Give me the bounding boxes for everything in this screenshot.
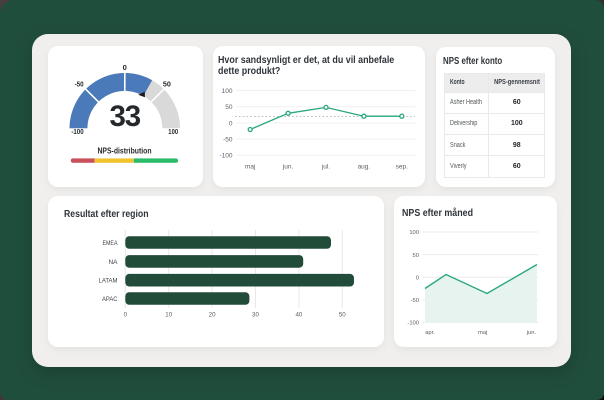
svg-text:0: 0 [124,312,128,319]
svg-text:maj: maj [478,330,487,336]
svg-text:30: 30 [252,312,259,319]
svg-text:33: 33 [109,100,140,133]
svg-text:apr.: apr. [425,330,435,336]
svg-text:20: 20 [209,312,216,319]
svg-text:NA: NA [109,259,119,266]
svg-text:jun.: jun. [282,163,294,170]
svg-text:-100: -100 [219,153,232,160]
svg-text:EMEA: EMEA [103,240,119,247]
svg-text:-50: -50 [75,80,84,89]
svg-text:40: 40 [295,312,302,319]
svg-text:50: 50 [413,253,419,259]
svg-text:100: 100 [409,230,419,236]
svg-text:100: 100 [222,88,233,95]
svg-text:-50: -50 [223,137,233,144]
svg-text:0: 0 [123,63,127,72]
svg-text:sep.: sep. [396,163,408,170]
svg-text:-100: -100 [407,321,419,327]
svg-text:-50: -50 [411,298,419,304]
svg-text:APAC: APAC [102,296,118,303]
svg-text:jun.: jun. [526,330,537,336]
svg-text:50: 50 [339,312,346,319]
svg-text:0: 0 [416,275,419,281]
svg-text:50: 50 [163,80,171,89]
svg-text:0: 0 [229,120,233,127]
svg-text:-100: -100 [71,127,83,136]
svg-text:50: 50 [225,104,233,111]
svg-text:maj: maj [245,163,255,170]
svg-text:10: 10 [165,312,172,319]
svg-text:aug.: aug. [358,163,371,170]
svg-text:jul.: jul. [321,163,331,170]
svg-text:LATAM: LATAM [99,278,118,285]
svg-text:NPS-distribution: NPS-distribution [97,146,151,155]
svg-text:100: 100 [168,127,178,136]
